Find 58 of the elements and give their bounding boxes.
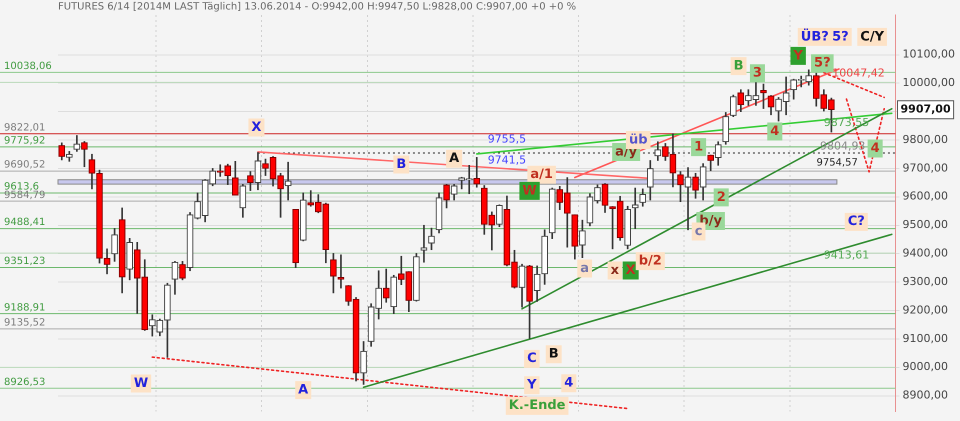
annotation: 4 (564, 376, 574, 391)
candlestick (684, 167, 692, 230)
y-tick-label: 9200,00 (902, 303, 948, 316)
ref-line-label: 9690,52 (4, 160, 46, 171)
annotation: 1 (694, 140, 704, 155)
annotation: A (298, 382, 308, 398)
y-tick-label: 9800,00 (902, 132, 948, 146)
chart-title: FUTURES 6/14 [2014M LAST Täglich] 13.06.2014 - O:9942,00 H:9947,50 L:9828,00 C:9907,00 +0 +0 % (58, 2, 576, 13)
annotation: üb (628, 132, 648, 148)
y-tick-label: 9400,00 (902, 246, 948, 260)
annotation: a/1 (530, 167, 553, 182)
annotation: 5? (814, 56, 831, 71)
annotation: 4 (870, 140, 880, 156)
annotation: W (522, 183, 537, 198)
y-tick-label: 9600,00 (902, 190, 948, 203)
annotation: ÜB? (800, 27, 829, 44)
annotation: B (548, 346, 559, 362)
y-tick-label: 9500,00 (902, 218, 948, 232)
y-tick-label: 9000,00 (902, 360, 948, 374)
annotation: 9413,61 (824, 248, 870, 262)
y-tick-label: 8900,00 (902, 388, 948, 402)
ref-line-label: 10038,06 (4, 60, 52, 72)
annotation: Y (526, 378, 538, 393)
annotation: W (134, 376, 148, 391)
annotation: 9741,5 (488, 154, 526, 167)
ref-line-label: 9488,41 (4, 217, 46, 228)
y-tick-label: 10100,00 (902, 48, 956, 61)
annotation: C? (848, 214, 865, 230)
annotation: x (610, 262, 620, 278)
annotation: 9755,5 (488, 132, 526, 146)
y-tick-label: 10000,00 (902, 76, 956, 90)
annotation: K.-Ende (508, 398, 566, 414)
annotation: c (694, 224, 702, 239)
annotation: b/2 (638, 253, 662, 268)
annotation: X (626, 262, 636, 278)
ref-line-label: 8926,53 (4, 376, 46, 388)
text: 9907,00 (900, 102, 951, 116)
ref-line-label: 9822,01 (4, 122, 46, 134)
annotation: Y (792, 48, 804, 64)
annotation: a (580, 260, 590, 276)
annotation: 5? (832, 29, 849, 44)
ref-line-label: 9135,52 (4, 317, 46, 328)
annotation: A (449, 151, 460, 166)
annotation: 2 (716, 190, 726, 205)
ref-line-label: 9188,91 (4, 302, 46, 314)
ref-line-label: 9754,57 (816, 158, 858, 169)
y-tick-label: 9100,00 (902, 332, 948, 345)
annotation: B (734, 58, 744, 74)
annotation: C (527, 351, 537, 366)
annotation: 4 (770, 124, 780, 139)
ref-line-label: 9775,92 (4, 135, 46, 146)
y-tick-label: 9700,00 (902, 161, 948, 174)
annotation: 3 (752, 66, 762, 81)
ref-line-label: 9351,23 (4, 256, 46, 268)
y-tick-label: 9300,00 (902, 274, 948, 288)
annotation: C/Y (860, 29, 885, 44)
annotation: B (396, 156, 406, 172)
annotation: X (251, 120, 262, 135)
